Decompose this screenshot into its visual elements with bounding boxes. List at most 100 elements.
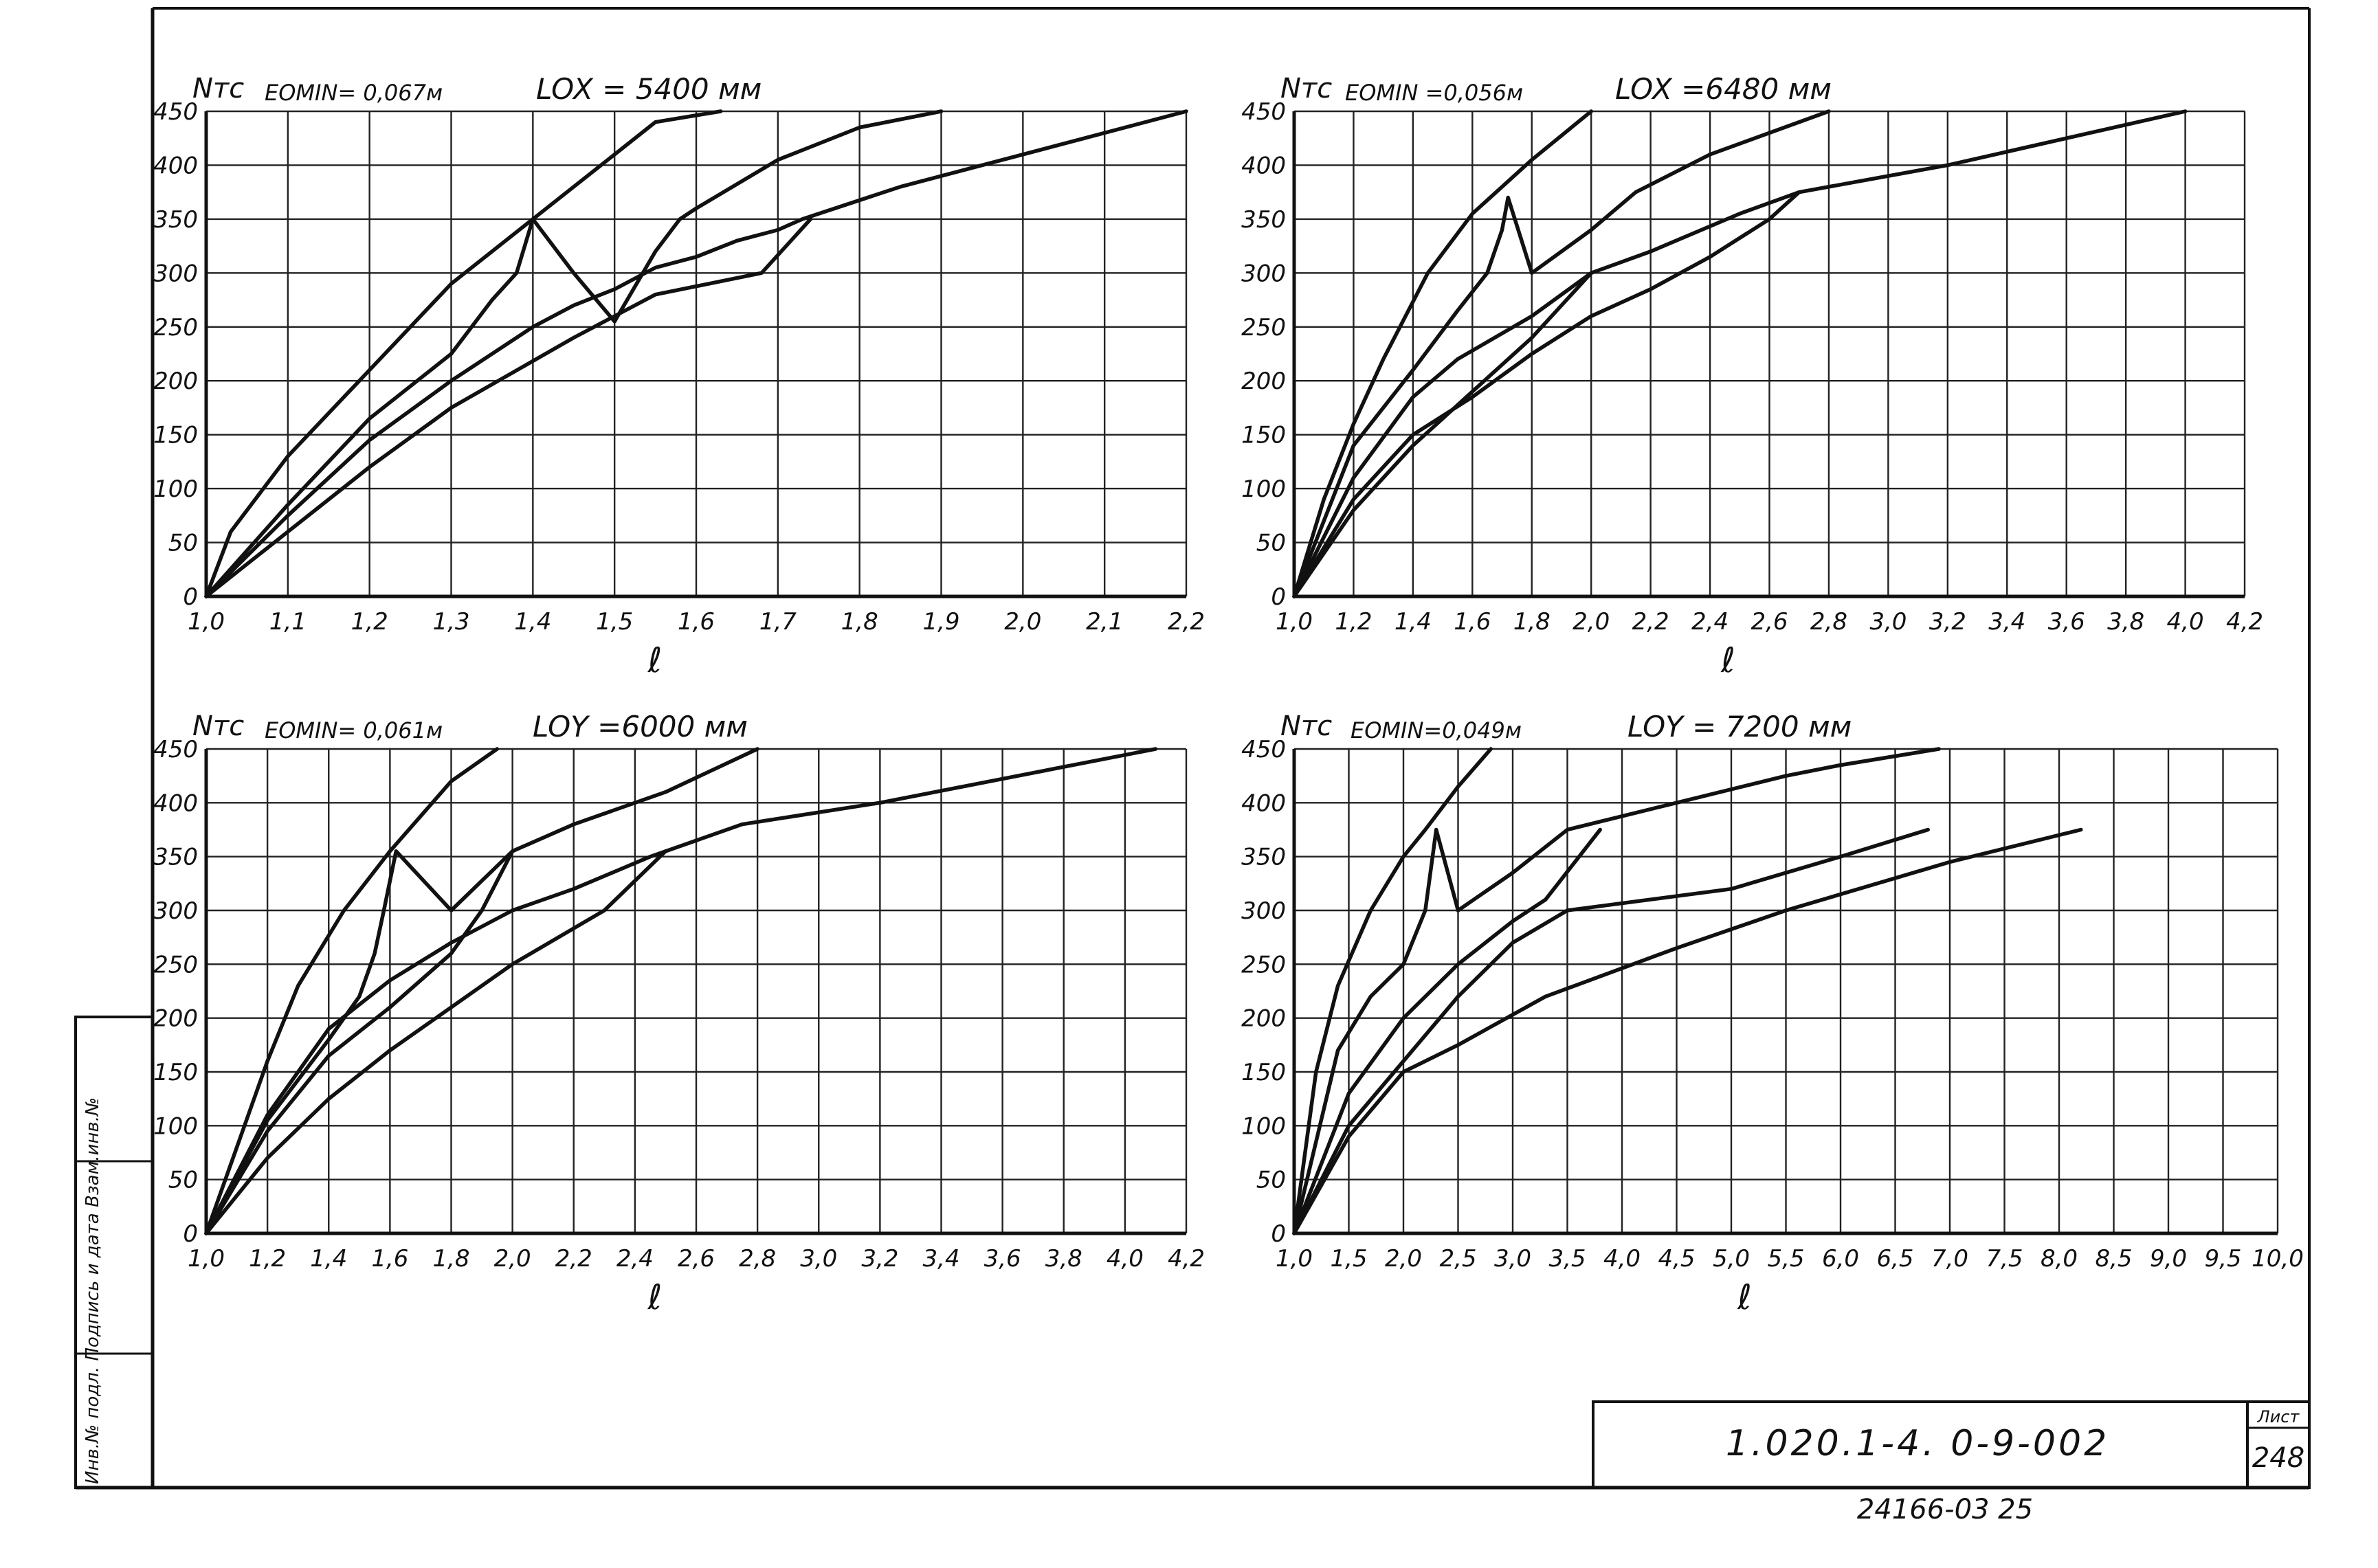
eomin-label: EOMIN= 0,067м bbox=[265, 80, 443, 106]
y-tick-label: 50 bbox=[1256, 530, 1286, 557]
x-tick-label: 4,2 bbox=[1168, 1245, 1205, 1273]
x-tick-label: 3,8 bbox=[2107, 608, 2144, 636]
x-tick-label: 3,6 bbox=[2048, 608, 2085, 636]
series-line-4 bbox=[204, 849, 515, 1235]
x-tick-label: 2,0 bbox=[1004, 608, 1041, 636]
y-tick-label: 400 bbox=[1241, 152, 1286, 179]
y-axis-label: Nтс bbox=[192, 73, 244, 104]
x-tick-label: 10,0 bbox=[2252, 1245, 2304, 1273]
x-tick-label: 2,2 bbox=[1168, 608, 1205, 636]
x-tick-label: 1,0 bbox=[188, 608, 225, 636]
y-tick-label: 400 bbox=[153, 152, 198, 179]
y-tick-label: 200 bbox=[153, 368, 198, 395]
chart-2: 1,0 1,2 1,4 1,6 1,8 2,0 2,2 2,4 2,6 2,8 3,0 3,2 3,4 3… bbox=[1241, 72, 2263, 680]
x-tick-label: 1,8 bbox=[432, 1245, 469, 1273]
length-label: LOY =6000 мм bbox=[533, 710, 748, 743]
x-tick-label: 2,6 bbox=[678, 1245, 715, 1273]
series-line-5 bbox=[1292, 271, 1593, 598]
x-tick-label: 3,5 bbox=[1548, 1245, 1586, 1273]
x-tick-label: 4,2 bbox=[2226, 608, 2263, 636]
chart-1: 1,0 1,1 1,2 1,3 1,4 1,5 1,6 1,7 1,8 1,9 2,0 2,1 2,2 0… bbox=[153, 72, 1205, 680]
chart-grid bbox=[1293, 110, 2246, 598]
series-line-2 bbox=[204, 109, 944, 598]
y-axis-label: Nтс bbox=[192, 710, 244, 742]
y-tick-label: 0 bbox=[183, 583, 198, 611]
y-tick-label: 300 bbox=[1241, 897, 1286, 925]
chart-3: 1,0 1,2 1,4 1,6 1,8 2,0 2,2 2,4 2,6 2,8 3,0 3,2 3,4 3… bbox=[153, 710, 1205, 1317]
x-tick-label: 4,5 bbox=[1658, 1245, 1695, 1273]
y-tick-label: 150 bbox=[1241, 1059, 1286, 1086]
y-tick-label: 250 bbox=[1241, 314, 1286, 341]
x-tick-label: 1,6 bbox=[678, 608, 715, 636]
y-tick-label: 100 bbox=[153, 1112, 198, 1140]
y-tick-label: 350 bbox=[1241, 206, 1286, 234]
x-axis-label: ℓ bbox=[647, 1277, 663, 1317]
x-tick-label: 3,0 bbox=[1869, 608, 1907, 636]
x-tick-label: 1,4 bbox=[310, 1245, 347, 1273]
x-tick-label: 3,2 bbox=[861, 1245, 898, 1273]
y-tick-label: 300 bbox=[153, 260, 198, 287]
x-tick-label: 9,0 bbox=[2150, 1245, 2187, 1273]
y-tick-label: 100 bbox=[1241, 475, 1286, 503]
series-line-2 bbox=[1292, 747, 1941, 1235]
chart-grid bbox=[1293, 748, 2279, 1235]
eomin-label: EOMIN= 0,061м bbox=[265, 717, 443, 743]
y-tick-label: 250 bbox=[153, 314, 198, 341]
y-tick-label: 300 bbox=[1241, 260, 1286, 287]
x-tick-label: 8,5 bbox=[2095, 1245, 2132, 1273]
x-tick-label: 3,2 bbox=[1929, 608, 1966, 636]
length-label: LOX = 5400 мм bbox=[536, 72, 762, 106]
y-tick-label: 450 bbox=[1241, 736, 1286, 763]
y-tick-label: 350 bbox=[1241, 844, 1286, 871]
chart-grid bbox=[205, 748, 1188, 1235]
x-tick-label: 8,0 bbox=[2041, 1245, 2078, 1273]
series-line-1 bbox=[1292, 109, 1593, 598]
x-tick-label: 2,8 bbox=[739, 1245, 776, 1273]
series-line-2 bbox=[1292, 109, 1831, 598]
series-line-2 bbox=[204, 747, 759, 1235]
x-tick-label: 3,0 bbox=[1494, 1245, 1531, 1273]
series-line-3 bbox=[1292, 109, 2188, 598]
y-tick-label: 250 bbox=[1241, 951, 1286, 978]
chart-4: 1,0 1,5 2,0 2,5 3,0 3,5 4,0 4,5 5,0 5,5 6,0 6,5 7,0 7… bbox=[1241, 710, 2304, 1317]
y-axis-label: Nтс bbox=[1280, 710, 1332, 742]
x-tick-label: 5,0 bbox=[1713, 1245, 1750, 1273]
x-tick-label: 2,2 bbox=[1632, 608, 1669, 636]
y-tick-label: 200 bbox=[1241, 368, 1286, 395]
x-tick-label: 1,0 bbox=[1276, 1245, 1313, 1273]
x-tick-label: 5,5 bbox=[1767, 1245, 1804, 1273]
series-line-3 bbox=[1292, 827, 1602, 1235]
side-stamp-text: Инв.№ подл. Подпись и дата Взам.инв.№ bbox=[82, 1097, 103, 1484]
x-tick-label: 9,5 bbox=[2204, 1245, 2241, 1273]
x-tick-label: 1,0 bbox=[188, 1245, 225, 1273]
x-tick-label: 2,4 bbox=[1691, 608, 1729, 636]
x-tick-label: 1,4 bbox=[514, 608, 551, 636]
series-line-4 bbox=[204, 217, 813, 598]
x-tick-label: 4,0 bbox=[1603, 1245, 1641, 1273]
x-tick-label: 4,0 bbox=[2167, 608, 2204, 636]
designation: 1.020.1-4. 0-9-002 bbox=[1726, 1423, 2109, 1464]
y-tick-label: 200 bbox=[1241, 1005, 1286, 1033]
x-tick-label: 1,6 bbox=[371, 1245, 408, 1273]
series-line-5 bbox=[1292, 827, 2083, 1235]
y-tick-label: 400 bbox=[153, 789, 198, 817]
length-label: LOY = 7200 мм bbox=[1627, 710, 1852, 743]
y-tick-label: 150 bbox=[1241, 422, 1286, 449]
y-tick-label: 0 bbox=[1271, 583, 1286, 611]
x-tick-label: 1,2 bbox=[1335, 608, 1372, 636]
x-tick-label: 1,1 bbox=[269, 608, 307, 636]
y-tick-label: 50 bbox=[1256, 1167, 1286, 1194]
x-tick-label: 2,4 bbox=[616, 1245, 654, 1273]
side-stamp-box bbox=[74, 1016, 154, 1489]
y-tick-label: 300 bbox=[153, 897, 198, 925]
y-tick-label: 400 bbox=[1241, 789, 1286, 817]
x-tick-label: 3,4 bbox=[922, 1245, 959, 1273]
series-line-1 bbox=[204, 109, 723, 598]
x-tick-label: 2,0 bbox=[1385, 1245, 1422, 1273]
x-tick-label: 1,7 bbox=[759, 608, 797, 636]
series-line-4 bbox=[1292, 190, 1801, 598]
y-tick-label: 350 bbox=[153, 206, 198, 234]
x-tick-label: 2,8 bbox=[1810, 608, 1847, 636]
y-tick-label: 450 bbox=[153, 736, 198, 763]
x-tick-label: 1,8 bbox=[1513, 608, 1551, 636]
